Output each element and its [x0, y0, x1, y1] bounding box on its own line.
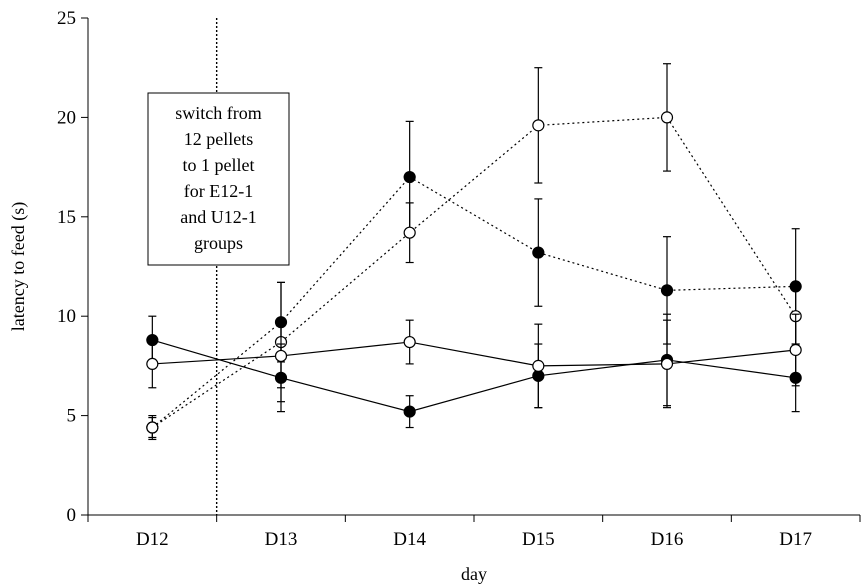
x-tick-label: D16 — [651, 529, 684, 550]
y-tick-label: 0 — [67, 505, 77, 526]
annotation-line: switch from — [175, 103, 261, 123]
series-layer — [146, 63, 802, 441]
x-axis-label: day — [461, 564, 487, 584]
x-tick-label: D15 — [522, 529, 555, 550]
data-point — [789, 343, 802, 357]
series-4 — [146, 313, 802, 409]
series-line — [152, 339, 796, 413]
y-tick-label: 15 — [57, 207, 76, 228]
data-point — [532, 119, 545, 132]
data-point — [660, 357, 674, 371]
annotation-box — [147, 92, 290, 266]
data-point — [403, 335, 416, 349]
annotation-line: 12 pellets — [184, 129, 254, 149]
x-tick-label: D13 — [265, 529, 298, 550]
y-tick-label: 10 — [57, 306, 76, 327]
data-point — [660, 111, 674, 124]
y-tick-label: 20 — [57, 107, 76, 128]
data-point — [660, 284, 674, 297]
series-3 — [146, 313, 802, 429]
annotation-line: for E12-1 — [184, 181, 253, 201]
annotation-line: groups — [194, 233, 243, 253]
annotation-line: to 1 pellet — [183, 155, 255, 175]
y-tick-label: 25 — [57, 8, 76, 29]
data-point — [403, 405, 416, 418]
series-line — [152, 341, 796, 367]
data-point — [532, 246, 545, 259]
x-tick-label: D17 — [779, 529, 812, 550]
data-point — [146, 421, 159, 434]
switch-annotation: switch from 12 pellets to 1 pellet for E12-… — [147, 92, 290, 266]
x-tick-label: D12 — [136, 529, 169, 550]
y-axis-label: latency to feed (s) — [8, 202, 29, 331]
data-point — [532, 359, 545, 372]
data-point — [146, 357, 159, 371]
series-line — [151, 176, 796, 428]
data-point — [403, 226, 416, 239]
data-point — [403, 170, 416, 184]
annotation-line: and U12-1 — [180, 207, 256, 227]
data-point — [274, 349, 288, 363]
x-tick-label: D14 — [393, 529, 426, 550]
axes: 0 5 10 15 20 25 D12 D13 D14 D15 D16 D17 — [57, 8, 861, 550]
y-tick-label: 5 — [67, 406, 77, 427]
